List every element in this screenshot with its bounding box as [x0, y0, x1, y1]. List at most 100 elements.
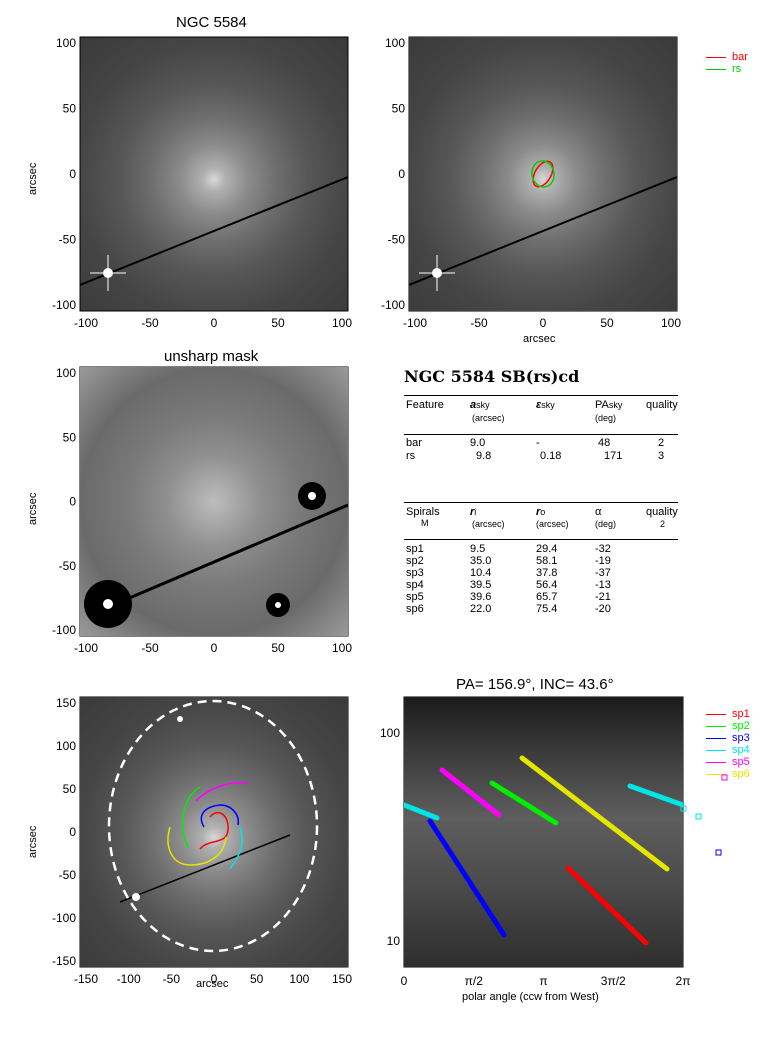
spiral-name: sp6	[406, 603, 424, 615]
legend-swatch	[706, 726, 726, 727]
spiral-sp4	[229, 826, 243, 870]
panel6-xlabel: polar angle (ccw from West)	[462, 991, 599, 1003]
y-tick-label: 50	[392, 102, 406, 116]
legend-label: sp1	[732, 708, 750, 720]
legend-swatch	[706, 69, 726, 70]
legend-label: bar	[732, 51, 748, 63]
legend-swatch	[706, 714, 726, 715]
polar-line-sp1	[565, 865, 649, 946]
panel2-xlabel: arcsec	[523, 333, 556, 345]
spiral-alpha: -19	[595, 555, 611, 567]
deprojected-galaxy-panel	[80, 697, 348, 967]
row-rs-name: rs	[406, 450, 416, 462]
spiral-alpha: -37	[595, 567, 611, 579]
polar-overlay	[404, 755, 683, 946]
x-tick-label: 0	[211, 972, 218, 986]
legend-swatch	[706, 57, 726, 58]
x-tick-label: -100	[403, 316, 427, 330]
y-tick-label: 150	[56, 696, 76, 710]
y-tick-label: 0	[69, 167, 76, 181]
panel3-overlay	[84, 482, 348, 628]
y-tick-label: -100	[52, 911, 76, 925]
legend-label: sp4	[732, 744, 750, 756]
th-a-unit: (arcsec)	[472, 413, 505, 423]
panel1-title: NGC 5584	[176, 14, 247, 31]
panel6-title: PA= 156.9°, INC= 43.6°	[456, 676, 614, 693]
x-tick-label: 0	[540, 316, 547, 330]
x-tick-label: 0	[211, 316, 218, 330]
spiral-ri: 39.6	[470, 591, 492, 603]
panel5-xlabel: arcsec	[196, 978, 229, 990]
spiral-name: sp1	[406, 543, 424, 555]
x-tick-label: 3π/2	[601, 974, 626, 988]
x-tick-label: -50	[141, 316, 159, 330]
x-tick-label: 100	[332, 316, 352, 330]
polar-plot-panel	[404, 697, 683, 967]
spiral-ri: 10.4	[470, 567, 492, 579]
panel5-overlay	[107, 699, 319, 953]
y-tick-label: -100	[52, 298, 76, 312]
panel1-overlay	[80, 176, 348, 291]
y-tick-label: 0	[69, 825, 76, 839]
x-tick-label: 100	[661, 316, 681, 330]
x-tick-label: 100	[289, 972, 309, 986]
y-tick-label: -50	[59, 233, 77, 247]
legend-swatch	[706, 774, 726, 775]
y-tick-label: 100	[56, 366, 76, 380]
spiral-alpha: -13	[595, 579, 611, 591]
spiral-ro: 37.8	[536, 567, 558, 579]
y-tick-label: -50	[388, 233, 406, 247]
th-alpha: α	[595, 506, 602, 518]
x-tick-label: -50	[470, 316, 488, 330]
satellite-trail	[80, 176, 348, 286]
x-tick-label: -50	[163, 972, 181, 986]
legend-label: rs	[732, 63, 742, 75]
polar-line-sp3	[427, 818, 507, 938]
spiral-sp5	[195, 781, 249, 802]
legend-swatch	[706, 762, 726, 763]
spiral-name: sp5	[406, 591, 424, 603]
y-tick-label: -50	[59, 868, 77, 882]
x-tick-label: π/2	[465, 974, 484, 988]
polar-line-sp5	[439, 767, 502, 818]
x-tick-label: π	[539, 974, 547, 988]
th-a: asky	[470, 399, 490, 411]
x-tick-label: 50	[250, 972, 264, 986]
spiral-ri: 9.5	[470, 543, 486, 555]
spiral-ri: 22.0	[470, 603, 492, 615]
spiral-name: sp4	[406, 579, 424, 591]
x-tick-label: -150	[74, 972, 98, 986]
row-bar-name: bar	[406, 437, 422, 449]
unsharp-mask-panel	[80, 367, 348, 636]
spiral-alpha: -20	[595, 603, 611, 615]
x-tick-label: 50	[600, 316, 614, 330]
legend-swatch	[706, 750, 726, 751]
bar-ellipse	[532, 160, 554, 188]
spiral-sp3	[200, 804, 240, 828]
y-tick-label: 100	[56, 739, 76, 753]
spiral-name: sp3	[406, 567, 424, 579]
panel2-overlay	[409, 160, 677, 291]
x-tick-label: -100	[74, 316, 98, 330]
x-tick-label: 0	[401, 974, 408, 988]
y-tick-label: 100	[380, 726, 400, 740]
polar-line-sp6	[519, 755, 670, 872]
panel3-title: unsharp mask	[164, 348, 259, 365]
y-tick-label: 0	[69, 495, 76, 509]
th-ri: ri	[470, 506, 477, 518]
feature-table: Feature asky (arcsec) εsky PAsky (deg) q…	[404, 392, 694, 652]
polar-line-sp2	[489, 780, 559, 826]
rs-ellipse	[531, 160, 555, 188]
th-spirals: Spirals	[406, 506, 440, 518]
table-title: NGC 5584 SB(rs)cd	[404, 367, 580, 386]
galaxy-image-panel2	[409, 37, 677, 311]
y-tick-label: 50	[63, 102, 77, 116]
y-tick-label: -50	[59, 559, 77, 573]
th-eps: εsky	[536, 399, 555, 411]
th-quality2: quality	[646, 506, 678, 518]
spiral-sp1	[199, 811, 229, 850]
x-tick-label: 2π	[676, 974, 691, 988]
spiral-ri: 39.5	[470, 579, 492, 591]
legend-label: sp3	[732, 732, 750, 744]
